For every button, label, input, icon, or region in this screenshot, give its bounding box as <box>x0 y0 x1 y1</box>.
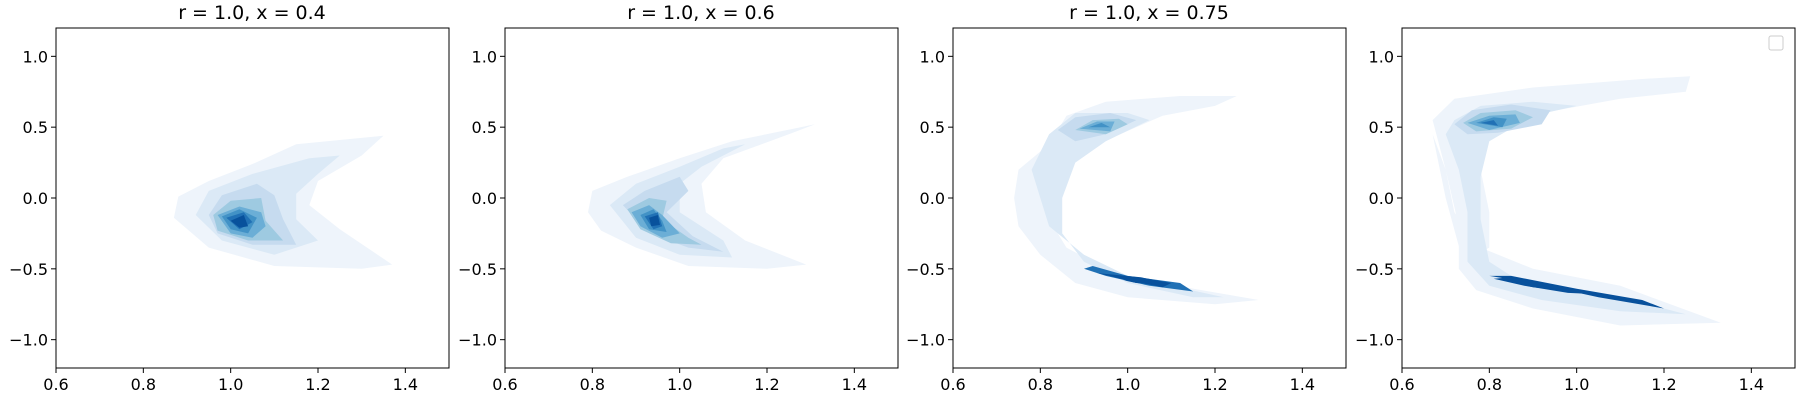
panel-0-contours <box>173 135 393 269</box>
y-tick-label: −1.0 <box>1355 331 1394 350</box>
x-tick-label: 1.2 <box>754 375 779 394</box>
contour-level-7 <box>649 215 660 227</box>
y-tick-label: −0.5 <box>458 260 497 279</box>
panel-1: r = 1.0, x = 0.6 0.6 0.8 1.0 1.2 1.4 1.0 0.5 0.… <box>458 2 899 394</box>
panel-2: r = 1.0, x = 0.75 0.6 0.8 1.0 1.2 1.4 1.0 0.5 0… <box>906 2 1347 394</box>
panel-0: r = 1.0, x = 0.4 0.6 0.8 1.0 1.2 1.4 1.0 0.5 0.… <box>9 2 450 394</box>
panel-1-title: r = 1.0, x = 0.6 <box>627 2 775 24</box>
x-tick-label: 1.2 <box>305 375 330 394</box>
contour-level-1 <box>1031 113 1224 298</box>
x-tick-label: 0.8 <box>1028 375 1053 394</box>
x-tick-label: 1.4 <box>393 375 418 394</box>
panel-3-contours <box>1432 76 1721 326</box>
contour-level-5 <box>1088 122 1111 128</box>
x-tick-label: 0.8 <box>580 375 605 394</box>
y-tick-label: −1.0 <box>9 331 48 350</box>
contour-level-9 <box>1123 280 1146 283</box>
x-tick-label: 1.2 <box>1651 375 1676 394</box>
panel-1-contours <box>588 124 815 269</box>
y-tick-label: 0.5 <box>920 118 945 137</box>
x-tick-label: 0.8 <box>1477 375 1502 394</box>
x-tick-label: 0.6 <box>940 375 965 394</box>
y-tick-label: 0.5 <box>1369 118 1394 137</box>
x-tick-label: 0.6 <box>43 375 68 394</box>
legend-box <box>1768 35 1784 51</box>
x-tick-label: 0.6 <box>492 375 517 394</box>
x-tick-label: 1.4 <box>1739 375 1764 394</box>
y-tick-label: −1.0 <box>458 331 497 350</box>
contour-level-0 <box>1432 76 1721 326</box>
y-tick-label: 1.0 <box>472 47 497 66</box>
x-tick-label: 1.0 <box>667 375 692 394</box>
y-tick-label: 0.5 <box>23 118 48 137</box>
y-tick-label: 1.0 <box>1369 47 1394 66</box>
contour-level-2 <box>622 176 724 252</box>
panel-2-contours <box>1014 96 1259 305</box>
x-tick-label: 1.0 <box>1115 375 1140 394</box>
x-tick-label: 1.4 <box>842 375 867 394</box>
y-tick-label: −0.5 <box>906 260 945 279</box>
y-tick-label: 0.0 <box>1369 189 1394 208</box>
x-tick-label: 1.4 <box>1290 375 1315 394</box>
panel-3: 0.6 0.8 1.0 1.2 1.4 1.0 0.5 0.0 −0.5 −1.0 <box>1355 27 1796 394</box>
x-tick-label: 1.2 <box>1202 375 1227 394</box>
y-tick-label: −1.0 <box>906 331 945 350</box>
panel-2-frame <box>952 27 1347 369</box>
panel-0-title: r = 1.0, x = 0.4 <box>178 2 326 24</box>
x-tick-label: 0.6 <box>1389 375 1414 394</box>
x-tick-label: 0.8 <box>131 375 156 394</box>
y-tick-label: 0.0 <box>920 189 945 208</box>
contour-level-7 <box>230 215 249 228</box>
y-tick-label: 0.0 <box>23 189 48 208</box>
y-tick-label: 1.0 <box>23 47 48 66</box>
contour-level-8 <box>1493 277 1599 295</box>
contour-level-9 <box>1502 280 1560 291</box>
x-tick-label: 1.0 <box>218 375 243 394</box>
y-tick-label: 0.0 <box>472 189 497 208</box>
y-tick-label: 0.5 <box>472 118 497 137</box>
contour-level-6 <box>1480 120 1499 126</box>
y-tick-label: 1.0 <box>920 47 945 66</box>
x-tick-label: 1.0 <box>1564 375 1589 394</box>
panel-2-title: r = 1.0, x = 0.75 <box>1069 2 1229 24</box>
y-tick-label: −0.5 <box>1355 260 1394 279</box>
y-tick-label: −0.5 <box>9 260 48 279</box>
